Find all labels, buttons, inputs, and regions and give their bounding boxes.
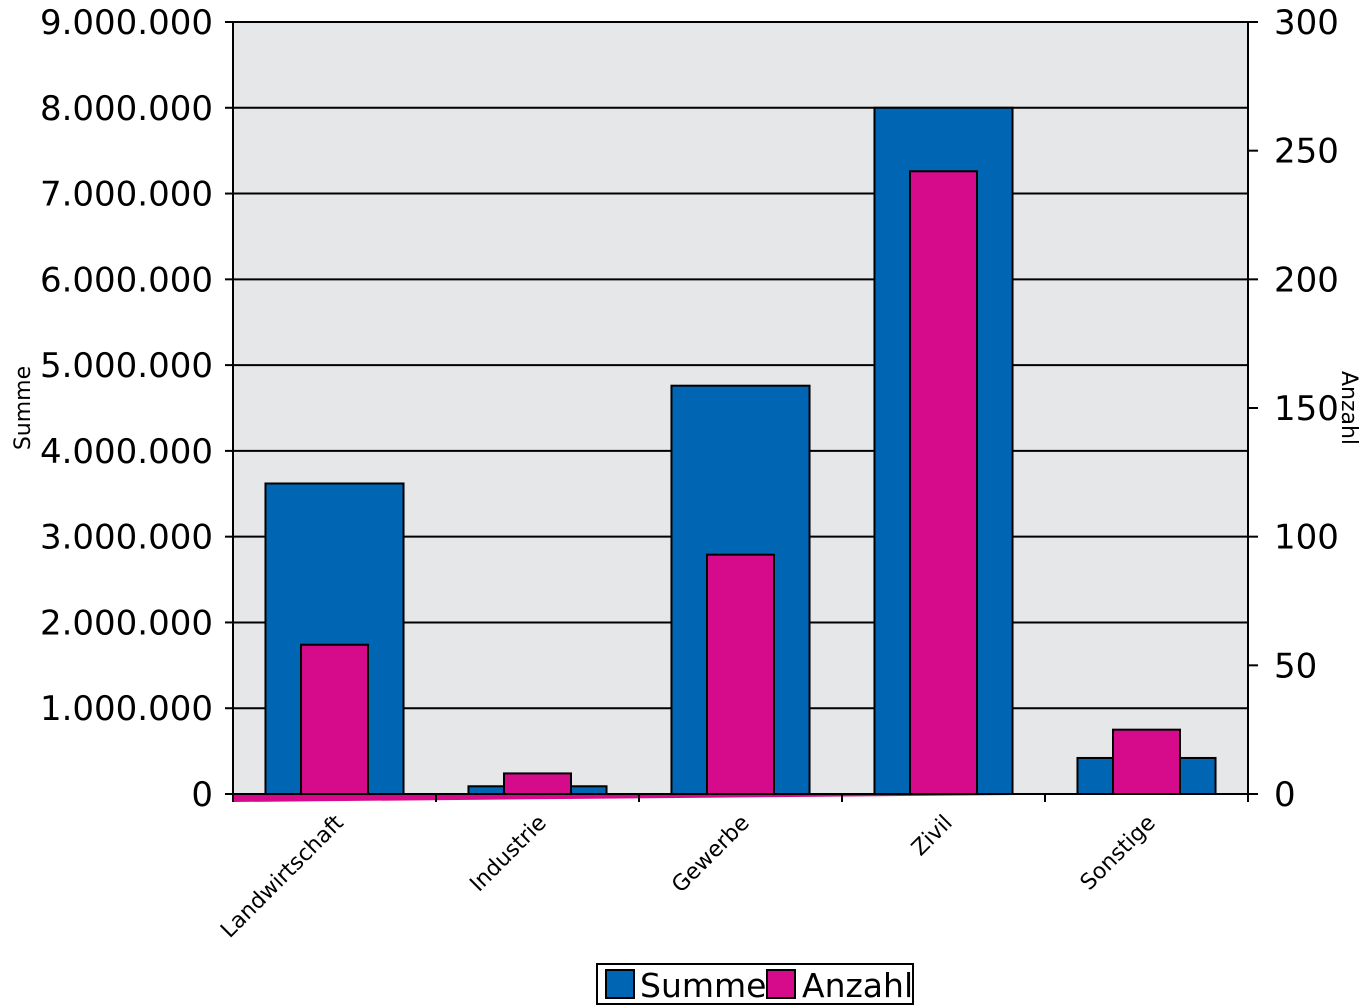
- right-tick-label: 200: [1274, 260, 1339, 300]
- legend-box: [596, 963, 914, 1005]
- right-tick-label: 150: [1274, 389, 1339, 429]
- legend-label-anzahl: Anzahl: [802, 966, 913, 1005]
- legend-label-summe: Summe: [640, 966, 766, 1005]
- left-tick-label: 6.000.000: [40, 260, 213, 300]
- right-tick-label: 250: [1274, 132, 1339, 172]
- bar-anzahl: [503, 772, 572, 795]
- baseline-band: [233, 793, 1248, 802]
- left-tick-label: 7.000.000: [40, 175, 213, 215]
- tick-labels: 0 1.000.000 2.000.000 3.000.000 4.000.000 5.0…: [40, 3, 1339, 943]
- x-tick-label: Industrie: [465, 811, 551, 897]
- left-tick-label: 0: [191, 775, 213, 815]
- left-tick-label: 2.000.000: [40, 603, 213, 643]
- left-tick-label: 5.000.000: [40, 346, 213, 386]
- legend-swatch-summe: [605, 969, 635, 999]
- x-tick-label: Sonstige: [1076, 811, 1161, 896]
- left-tick-label: 9.000.000: [40, 3, 213, 43]
- right-tick-label: 0: [1274, 775, 1296, 815]
- legend: Summe Anzahl: [596, 963, 914, 1005]
- right-tick-label: 50: [1274, 646, 1317, 686]
- x-tick-label: Zivil: [907, 811, 958, 862]
- x-tick-label: Landwirtschaft: [216, 810, 349, 943]
- left-tick-label: 1.000.000: [40, 689, 213, 729]
- legend-swatch-anzahl: [766, 969, 796, 999]
- bar-anzahl: [1112, 728, 1181, 796]
- right-tick-label: 300: [1274, 3, 1339, 43]
- axes: [225, 21, 1258, 802]
- right-tick-label: 100: [1274, 518, 1339, 558]
- bar-anzahl: [706, 553, 775, 795]
- left-tick-label: 3.000.000: [40, 518, 213, 558]
- left-axis-title: Summe: [11, 366, 36, 450]
- left-tick-label: 4.000.000: [40, 432, 213, 472]
- bars: [264, 106, 1217, 796]
- bar-anzahl: [300, 643, 369, 795]
- x-tick-label: Gewerbe: [667, 811, 754, 898]
- left-tick-label: 8.000.000: [40, 89, 213, 129]
- right-axis-title: Anzahl: [1336, 371, 1361, 445]
- bar-anzahl: [909, 170, 978, 795]
